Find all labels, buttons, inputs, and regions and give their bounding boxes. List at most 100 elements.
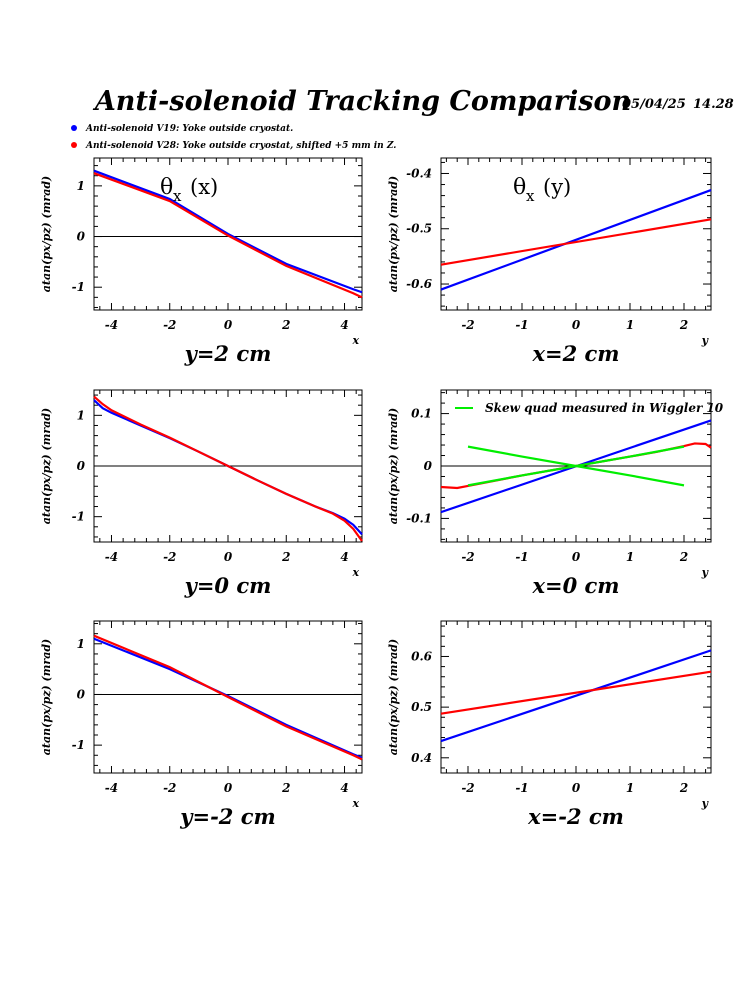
y-tick-label: -1 bbox=[72, 738, 85, 752]
series-line-v19 bbox=[93, 169, 363, 294]
legend-marker-v28 bbox=[71, 142, 77, 148]
series-line-v19 bbox=[440, 649, 712, 743]
x-tick-label: 1 bbox=[626, 781, 634, 795]
x-tick-label: 4 bbox=[340, 550, 348, 564]
x-tick-label: 1 bbox=[626, 318, 634, 332]
x-tick-label: 0 bbox=[224, 550, 233, 564]
y-tick-label: -1 bbox=[72, 510, 85, 524]
x-tick-label: 0 bbox=[572, 318, 581, 332]
x-tick-label: -4 bbox=[105, 550, 118, 564]
theta-symbol: θ bbox=[160, 175, 173, 200]
x-tick-label: 2 bbox=[679, 550, 688, 564]
x-tick-label: 1 bbox=[626, 550, 634, 564]
x-axis-label: x bbox=[351, 566, 359, 579]
legend-label-v28: Anti-solenoid V28: Yoke outside cryostat… bbox=[85, 141, 396, 151]
y-tick-label: -0.6 bbox=[406, 277, 433, 291]
plot-panel: -2 -1 0 1 2 -0.1 0 0.1 y atan(px/pz) (mrad) x=0 cm… bbox=[387, 389, 724, 598]
x-tick-label: -4 bbox=[105, 318, 118, 332]
y-tick-label: 0 bbox=[424, 459, 433, 473]
panel-caption: y=-2 cm bbox=[179, 804, 275, 829]
x-tick-label: 2 bbox=[679, 781, 688, 795]
plot-frame bbox=[440, 620, 712, 774]
y-axis-label: atan(px/pz) (mrad) bbox=[387, 176, 400, 292]
panel-caption: x=2 cm bbox=[531, 341, 619, 366]
y-axis-label: atan(px/pz) (mrad) bbox=[40, 176, 53, 292]
x-tick-label: 4 bbox=[340, 781, 348, 795]
y-tick-label: -0.4 bbox=[406, 166, 432, 180]
x-tick-label: -2 bbox=[163, 550, 176, 564]
y-tick-label: -0.1 bbox=[406, 511, 432, 525]
x-tick-label: 0 bbox=[224, 781, 233, 795]
theta-subscript: x bbox=[526, 187, 535, 205]
y-tick-label: 0 bbox=[77, 230, 86, 244]
x-tick-label: 0 bbox=[572, 781, 581, 795]
x-tick-label: 2 bbox=[679, 318, 688, 332]
y-tick-label: 1 bbox=[77, 637, 85, 651]
y-tick-label: 0.6 bbox=[411, 649, 433, 663]
series-line-v19 bbox=[93, 637, 363, 759]
y-axis-label: atan(px/pz) (mrad) bbox=[387, 639, 400, 755]
time-stamp: 14.28 bbox=[693, 97, 734, 112]
x-axis-label: y bbox=[701, 797, 710, 810]
y-axis-label: atan(px/pz) (mrad) bbox=[40, 639, 53, 755]
plot-panel: -2 -1 0 1 2 -0.6 -0.5 -0.4 y atan(px/pz) (mrad) x=… bbox=[387, 157, 712, 366]
x-axis-label: y bbox=[701, 566, 710, 579]
y-tick-label: 0.1 bbox=[411, 407, 432, 421]
y-tick-label: 1 bbox=[77, 179, 85, 193]
x-tick-label: -1 bbox=[515, 781, 528, 795]
theta-symbol: θ bbox=[513, 175, 526, 200]
y-axis-label: atan(px/pz) (mrad) bbox=[387, 408, 400, 524]
theta-subscript: x bbox=[173, 187, 182, 205]
legend-label-v19: Anti-solenoid V19: Yoke outside cryostat… bbox=[85, 124, 293, 134]
x-tick-label: 4 bbox=[340, 318, 348, 332]
x-axis-label: x bbox=[351, 797, 359, 810]
legend-marker-v19 bbox=[71, 125, 77, 131]
y-tick-label: 1 bbox=[77, 408, 85, 422]
x-tick-label: 2 bbox=[281, 318, 290, 332]
plot-frame bbox=[440, 157, 712, 311]
x-tick-label: 2 bbox=[281, 550, 290, 564]
y-tick-label: -1 bbox=[72, 280, 85, 294]
series-line-v28 bbox=[93, 634, 363, 761]
panel-caption: y=0 cm bbox=[184, 573, 272, 598]
x-tick-label: -1 bbox=[515, 550, 528, 564]
figure-title: Anti-solenoid Tracking Comparison bbox=[92, 86, 631, 117]
series-line-skew bbox=[467, 445, 685, 487]
skew-legend-label: Skew quad measured in Wiggler 10 bbox=[485, 401, 724, 415]
series-line-v19 bbox=[440, 189, 712, 291]
x-axis-label: y bbox=[701, 334, 710, 347]
series-line-v28 bbox=[440, 670, 712, 715]
x-axis-label: x bbox=[351, 334, 359, 347]
x-tick-label: -2 bbox=[461, 318, 474, 332]
x-tick-label: -2 bbox=[163, 318, 176, 332]
panel-caption: x=-2 cm bbox=[527, 804, 624, 829]
theta-argument: (y) bbox=[543, 175, 571, 199]
plot-panel: -4 -2 0 2 4 -1 0 1 x atan(px/pz) (mrad) y=0 cm bbox=[40, 389, 363, 598]
x-tick-label: -2 bbox=[163, 781, 176, 795]
y-tick-label: -0.5 bbox=[406, 222, 432, 236]
y-axis-label: atan(px/pz) (mrad) bbox=[40, 408, 53, 524]
plot-panel: -4 -2 0 2 4 -1 0 1 x atan(px/pz) (mrad) y=-2 cm bbox=[40, 620, 363, 829]
x-tick-label: -2 bbox=[461, 781, 474, 795]
series-line-v28 bbox=[440, 218, 712, 266]
series-line-v28 bbox=[93, 395, 363, 542]
y-tick-label: 0.4 bbox=[411, 751, 432, 765]
x-tick-label: -1 bbox=[515, 318, 528, 332]
x-tick-label: 0 bbox=[224, 318, 233, 332]
x-tick-label: 0 bbox=[572, 550, 581, 564]
x-tick-label: 2 bbox=[281, 781, 290, 795]
legend: Anti-solenoid V19: Yoke outside cryostat… bbox=[71, 124, 396, 151]
x-tick-label: -2 bbox=[461, 550, 474, 564]
plot-panel: -2 -1 0 1 2 0.4 0.5 0.6 y atan(px/pz) (mrad) x=-2 … bbox=[387, 620, 712, 829]
panel-caption: y=2 cm bbox=[184, 341, 272, 366]
y-tick-label: 0 bbox=[77, 687, 86, 701]
theta-argument: (x) bbox=[190, 175, 218, 199]
series-line-v28 bbox=[93, 172, 363, 299]
y-tick-label: 0 bbox=[77, 459, 86, 473]
y-tick-label: 0.5 bbox=[411, 700, 432, 714]
date-stamp: 05/04/25 bbox=[622, 97, 686, 112]
panel-caption: x=0 cm bbox=[531, 573, 619, 598]
